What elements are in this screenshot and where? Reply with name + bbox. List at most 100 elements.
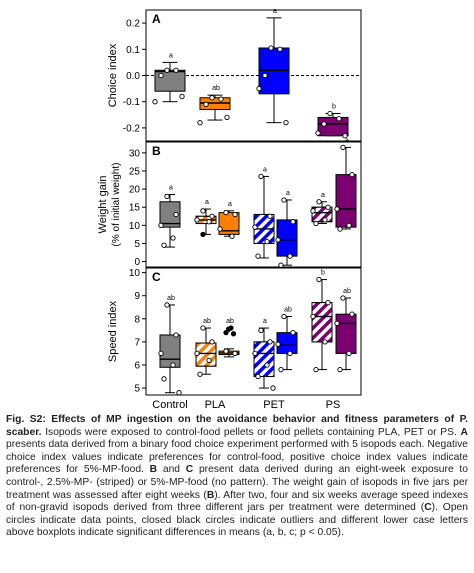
caption-text-1: Isopods were exposed to control-food pel… (45, 426, 457, 438)
panel-letter: C (152, 270, 161, 284)
box-pla-5pct: ab (197, 85, 231, 126)
data-point (223, 348, 229, 354)
data-point (173, 332, 179, 338)
box-stripes (311, 302, 333, 343)
figure-caption: Fig. S2: Effects of MP ingestion on the … (6, 414, 468, 540)
y-tick-label: 6 (134, 360, 140, 371)
data-point (200, 325, 206, 331)
y-axis-label: Speed index (107, 300, 119, 362)
y-tick-label: -0.1 (123, 97, 141, 108)
data-point (258, 173, 264, 180)
data-point (224, 114, 230, 121)
data-point (161, 376, 167, 382)
data-point (252, 350, 258, 357)
data-point (209, 213, 215, 219)
data-point (325, 299, 331, 306)
data-point (264, 238, 270, 245)
data-point (340, 295, 346, 301)
box-pla-5pct: a (217, 201, 240, 239)
caption-label-a: A (460, 426, 468, 438)
significance-letter: a (286, 190, 290, 197)
y-axis-label-units: (% of initial weight) (111, 163, 122, 247)
significance-letter: b (332, 103, 336, 110)
data-point (316, 276, 322, 283)
y-tick-label: 20 (129, 185, 141, 196)
data-point (337, 366, 343, 373)
data-point (322, 339, 328, 345)
y-tick-label: 15 (129, 203, 141, 214)
data-point (170, 362, 176, 368)
box-stripes (311, 206, 333, 223)
data-point (158, 350, 164, 357)
significance-letter: a (263, 318, 267, 325)
data-point (268, 45, 274, 51)
data-point (194, 350, 200, 357)
data-point (194, 217, 200, 223)
data-point (281, 313, 287, 320)
data-point (200, 208, 206, 214)
data-point (158, 222, 164, 228)
data-point (281, 197, 287, 203)
box (335, 174, 357, 228)
box-pet-5pct: a (256, 8, 290, 126)
caption-label-b: B (149, 464, 158, 476)
data-point (322, 217, 328, 223)
data-point (321, 121, 327, 127)
significance-letter: ab (284, 306, 292, 313)
box-pet-5pct: ab (275, 306, 298, 373)
data-point (316, 199, 322, 205)
box-ps-2_5pct: b (310, 270, 333, 373)
significance-letter: b (321, 270, 325, 277)
caption-text-6: ). Open circles indicate data points, cl… (6, 502, 469, 539)
data-point (256, 85, 262, 92)
panel-frame (145, 141, 362, 268)
box-pla-5pct: ab (218, 318, 240, 358)
data-point (346, 350, 352, 357)
caption-label-b2: B (206, 489, 215, 501)
box-ps-5pct: a (334, 137, 357, 232)
y-tick-label: 5 (134, 239, 140, 250)
data-point (232, 350, 238, 357)
significance-letter: a (169, 185, 173, 192)
box-control-control: ab (158, 295, 182, 396)
significance-letter: ab (226, 318, 234, 325)
data-point (173, 211, 179, 218)
significance-letter: a (228, 201, 232, 208)
data-point (164, 193, 170, 199)
data-point (334, 320, 340, 327)
panel-letter: B (152, 144, 161, 158)
data-point (161, 242, 167, 248)
data-point (203, 101, 209, 107)
data-point (197, 371, 203, 377)
data-point (267, 213, 273, 219)
y-tick-label: 30 (129, 148, 141, 159)
box-control-control: a (158, 185, 181, 248)
data-point (258, 327, 264, 333)
data-point (283, 120, 289, 126)
data-point (206, 219, 212, 225)
data-point (173, 67, 179, 73)
box-stripes (253, 341, 275, 378)
panel-c: C 5 6 7 8 9 10 Speed index ab ab ab a ab b ab (107, 267, 362, 396)
data-point (349, 171, 355, 178)
data-point (290, 219, 296, 225)
y-tick-label: 9 (134, 291, 140, 302)
caption-label-c: C (185, 464, 194, 476)
data-point (287, 253, 293, 259)
data-point (197, 120, 203, 126)
box-pet-2_5pct: a (252, 318, 276, 391)
data-point (275, 341, 281, 347)
box-ps-2_5pct: a (310, 192, 333, 227)
box-pet-5pct: a (275, 190, 298, 268)
data-point (209, 95, 215, 101)
data-point (267, 339, 273, 345)
data-point (152, 99, 158, 105)
significance-letter: a (205, 199, 209, 206)
data-point (277, 46, 283, 52)
data-point (179, 93, 185, 100)
box-pla-2_5pct: ab (194, 318, 217, 377)
data-point (346, 222, 352, 228)
y-tick-label: 0.0 (126, 71, 140, 82)
data-point (337, 226, 343, 232)
